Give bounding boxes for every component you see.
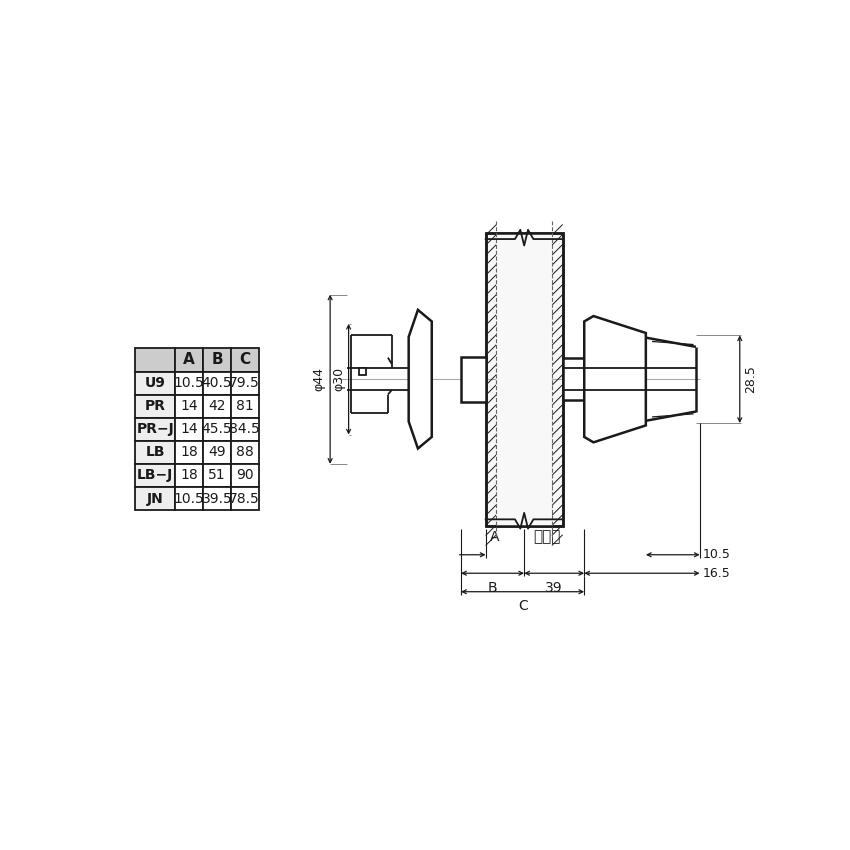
Text: 18: 18: [180, 468, 198, 483]
Text: PR−J: PR−J: [137, 422, 174, 436]
Bar: [203, 464, 231, 487]
Text: 10.5: 10.5: [174, 376, 205, 390]
Text: 14: 14: [180, 400, 198, 413]
Text: 39.5: 39.5: [201, 491, 232, 506]
Bar: [135, 371, 175, 394]
Bar: [203, 348, 231, 371]
Text: U9: U9: [144, 376, 166, 390]
Bar: [231, 348, 258, 371]
Bar: [359, 368, 366, 376]
Text: 14: 14: [180, 422, 198, 436]
Bar: [135, 464, 175, 487]
Bar: [135, 394, 175, 417]
Bar: [175, 487, 203, 510]
Bar: [135, 441, 175, 464]
Bar: [175, 417, 203, 441]
Bar: [231, 394, 258, 417]
Bar: [135, 348, 175, 371]
Bar: [203, 441, 231, 464]
Text: 扇　厚: 扇 厚: [534, 529, 561, 544]
Bar: [203, 417, 231, 441]
Bar: [231, 417, 258, 441]
Bar: [203, 487, 231, 510]
Text: 18: 18: [180, 445, 198, 459]
Text: φ30: φ30: [332, 367, 346, 391]
Bar: [135, 487, 175, 510]
Polygon shape: [584, 316, 646, 442]
Text: 16.5: 16.5: [703, 567, 730, 580]
Bar: [175, 348, 203, 371]
Bar: [231, 371, 258, 394]
Text: PR: PR: [144, 400, 166, 413]
Text: LB: LB: [145, 445, 165, 459]
Bar: [203, 371, 231, 394]
Bar: [485, 233, 563, 525]
Bar: [485, 233, 563, 525]
Bar: [496, 233, 552, 525]
Bar: [231, 441, 258, 464]
Text: 45.5: 45.5: [201, 422, 232, 436]
Text: φ44: φ44: [313, 367, 326, 391]
Text: 88: 88: [235, 445, 253, 459]
Text: 84.5: 84.5: [230, 422, 260, 436]
Text: 81: 81: [235, 400, 253, 413]
Bar: [461, 357, 485, 401]
Bar: [135, 417, 175, 441]
Text: 42: 42: [208, 400, 226, 413]
Text: A: A: [184, 353, 196, 367]
Text: 10.5: 10.5: [703, 548, 731, 561]
Polygon shape: [409, 310, 432, 449]
Text: 78.5: 78.5: [230, 491, 260, 506]
Bar: [175, 464, 203, 487]
Bar: [175, 394, 203, 417]
Bar: [563, 358, 584, 400]
Bar: [231, 487, 258, 510]
Bar: [175, 441, 203, 464]
Bar: [231, 464, 258, 487]
Text: 10.5: 10.5: [174, 491, 205, 506]
Text: 79.5: 79.5: [230, 376, 260, 390]
Text: C: C: [239, 353, 250, 367]
Bar: [175, 371, 203, 394]
Text: 39: 39: [546, 581, 563, 595]
Text: B: B: [211, 353, 223, 367]
Text: LB−J: LB−J: [137, 468, 173, 483]
Text: 51: 51: [208, 468, 226, 483]
Text: 40.5: 40.5: [201, 376, 232, 390]
Text: 90: 90: [235, 468, 253, 483]
Text: 28.5: 28.5: [745, 366, 757, 394]
Text: JN: JN: [147, 491, 164, 506]
Text: 49: 49: [208, 445, 226, 459]
Text: C: C: [518, 599, 528, 614]
Text: B: B: [488, 581, 497, 595]
Bar: [203, 394, 231, 417]
Text: A: A: [490, 530, 500, 544]
